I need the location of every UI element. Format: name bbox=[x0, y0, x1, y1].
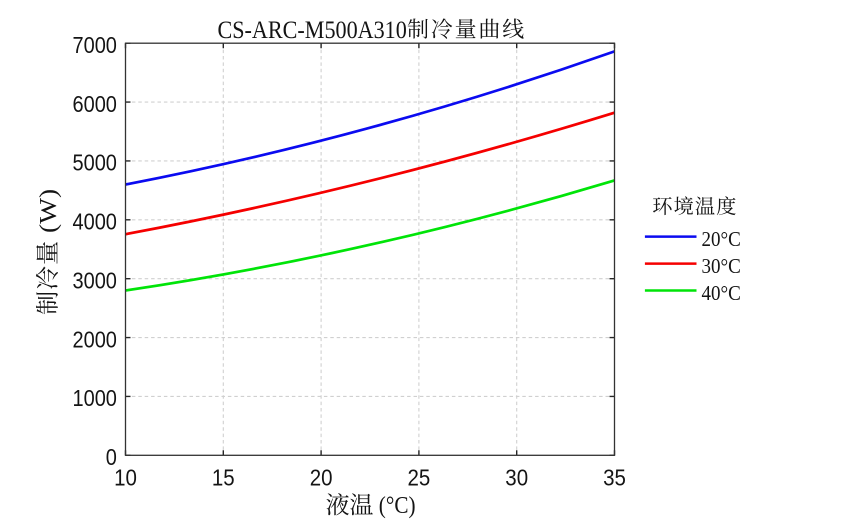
svg-text:35: 35 bbox=[603, 465, 626, 491]
svg-text:7000: 7000 bbox=[73, 32, 117, 58]
svg-text:(W): (W) bbox=[36, 189, 62, 240]
svg-text:4000: 4000 bbox=[73, 209, 117, 235]
svg-text:3000: 3000 bbox=[73, 268, 117, 294]
svg-text:40°C: 40°C bbox=[702, 281, 741, 305]
svg-text:20: 20 bbox=[310, 465, 333, 491]
svg-text:0: 0 bbox=[106, 444, 117, 470]
svg-text:10: 10 bbox=[114, 465, 137, 491]
svg-text:30: 30 bbox=[505, 465, 528, 491]
svg-text:1000: 1000 bbox=[73, 385, 117, 411]
svg-text:20°C: 20°C bbox=[702, 227, 741, 251]
svg-text:25: 25 bbox=[408, 465, 431, 491]
svg-text:CS-ARC-M500A310: CS-ARC-M500A310 bbox=[218, 15, 407, 44]
svg-text:5000: 5000 bbox=[73, 150, 117, 176]
svg-text:30°C: 30°C bbox=[702, 254, 741, 278]
svg-text:(°C): (°C) bbox=[374, 493, 416, 519]
svg-text:6000: 6000 bbox=[73, 91, 117, 117]
svg-text:15: 15 bbox=[212, 465, 235, 491]
svg-text:2000: 2000 bbox=[73, 326, 117, 352]
